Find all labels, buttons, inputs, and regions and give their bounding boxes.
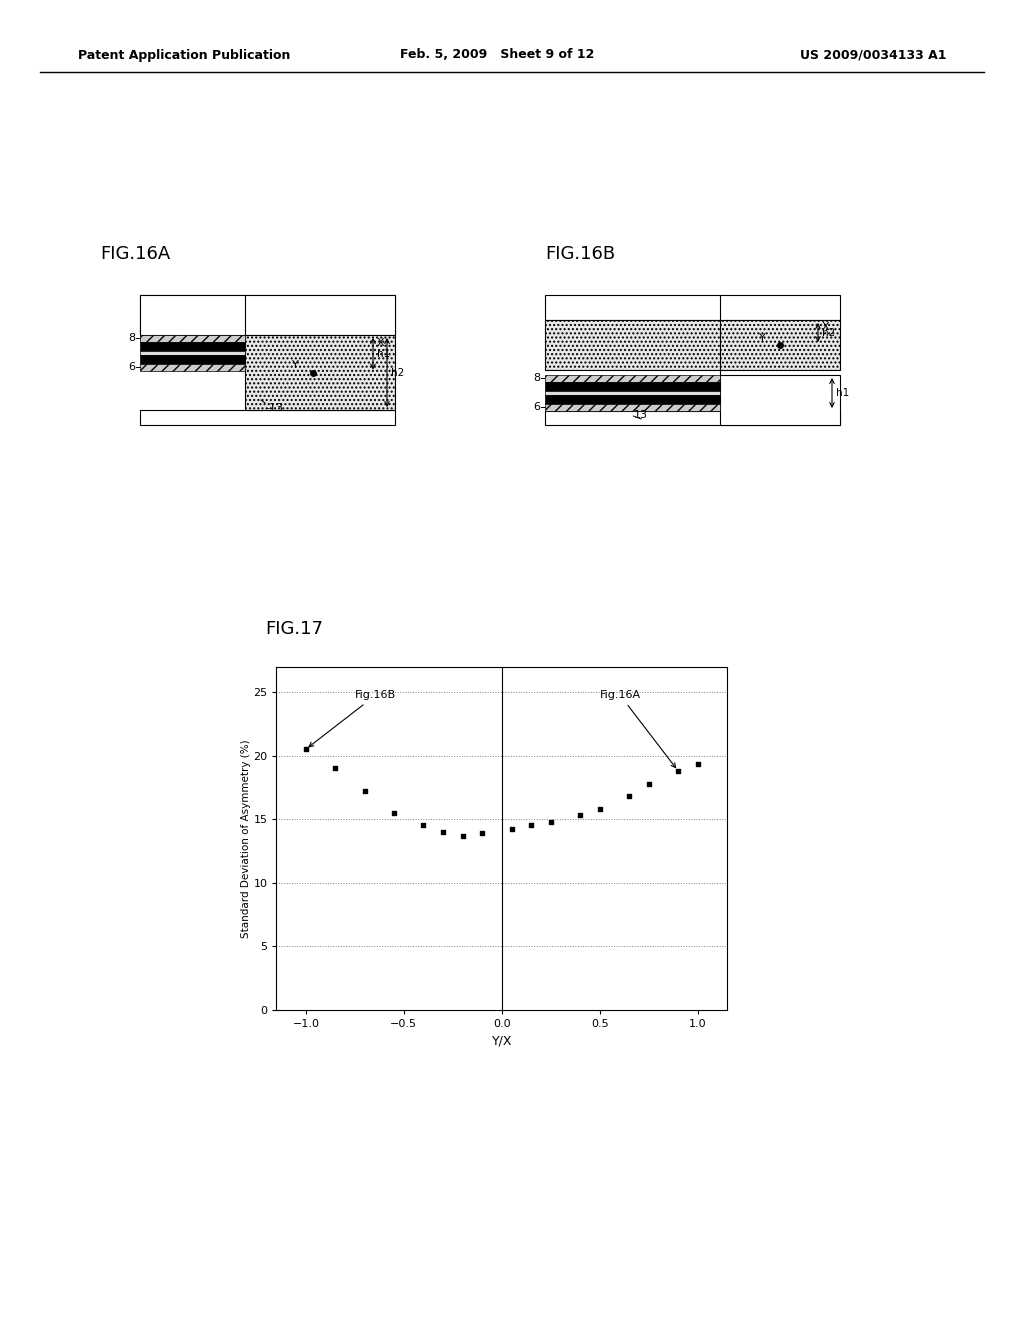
- X-axis label: Y/X: Y/X: [492, 1035, 512, 1047]
- Text: Feb. 5, 2009   Sheet 9 of 12: Feb. 5, 2009 Sheet 9 of 12: [400, 49, 594, 62]
- Text: Y: Y: [292, 360, 299, 371]
- Point: [689, 754, 706, 775]
- Bar: [545, 411, 840, 425]
- Y-axis label: Standard Deviation of Asymmetry (%): Standard Deviation of Asymmetry (%): [241, 739, 251, 937]
- Text: 6: 6: [128, 362, 135, 372]
- Point: [670, 760, 686, 781]
- Point: [621, 785, 637, 807]
- Point: [298, 739, 314, 760]
- Point: [435, 821, 452, 842]
- Text: FIG.17: FIG.17: [265, 620, 323, 638]
- Bar: [140, 294, 395, 335]
- Point: [386, 803, 402, 824]
- Bar: [245, 335, 395, 411]
- Point: [523, 814, 540, 836]
- Bar: [545, 395, 720, 404]
- Text: h2: h2: [822, 327, 836, 338]
- Text: -13: -13: [265, 403, 283, 413]
- Point: [572, 805, 589, 826]
- Text: US 2009/0034133 A1: US 2009/0034133 A1: [800, 49, 946, 62]
- Text: 8: 8: [128, 333, 135, 343]
- Point: [640, 774, 656, 795]
- Bar: [720, 375, 840, 425]
- Text: FIG.16B: FIG.16B: [545, 246, 615, 263]
- Point: [356, 780, 373, 801]
- Text: X: X: [377, 338, 385, 348]
- Text: X: X: [822, 322, 829, 333]
- Text: 8: 8: [532, 374, 540, 383]
- Bar: [140, 364, 245, 371]
- Bar: [140, 355, 245, 364]
- Bar: [545, 294, 840, 319]
- Text: 13: 13: [634, 411, 648, 420]
- Point: [455, 825, 471, 846]
- Point: [504, 818, 520, 840]
- Text: h1: h1: [377, 348, 390, 359]
- Text: Patent Application Publication: Patent Application Publication: [78, 49, 291, 62]
- Bar: [140, 342, 245, 351]
- Text: Fig.16A: Fig.16A: [600, 690, 676, 768]
- Text: Fig.16B: Fig.16B: [309, 690, 396, 747]
- Text: h2: h2: [391, 367, 404, 378]
- Point: [592, 799, 608, 820]
- Bar: [140, 411, 395, 425]
- Bar: [545, 381, 720, 391]
- Point: [415, 814, 431, 836]
- Bar: [545, 375, 720, 381]
- Text: h1: h1: [836, 388, 849, 399]
- Point: [327, 758, 343, 779]
- Point: [474, 822, 490, 843]
- Text: FIG.16A: FIG.16A: [100, 246, 170, 263]
- Bar: [545, 404, 720, 411]
- Bar: [545, 319, 840, 370]
- Bar: [140, 351, 245, 355]
- Text: 6: 6: [534, 403, 540, 412]
- Text: Y: Y: [759, 333, 766, 343]
- Point: [543, 810, 559, 832]
- Bar: [140, 335, 245, 342]
- Bar: [140, 294, 395, 335]
- Bar: [545, 391, 720, 395]
